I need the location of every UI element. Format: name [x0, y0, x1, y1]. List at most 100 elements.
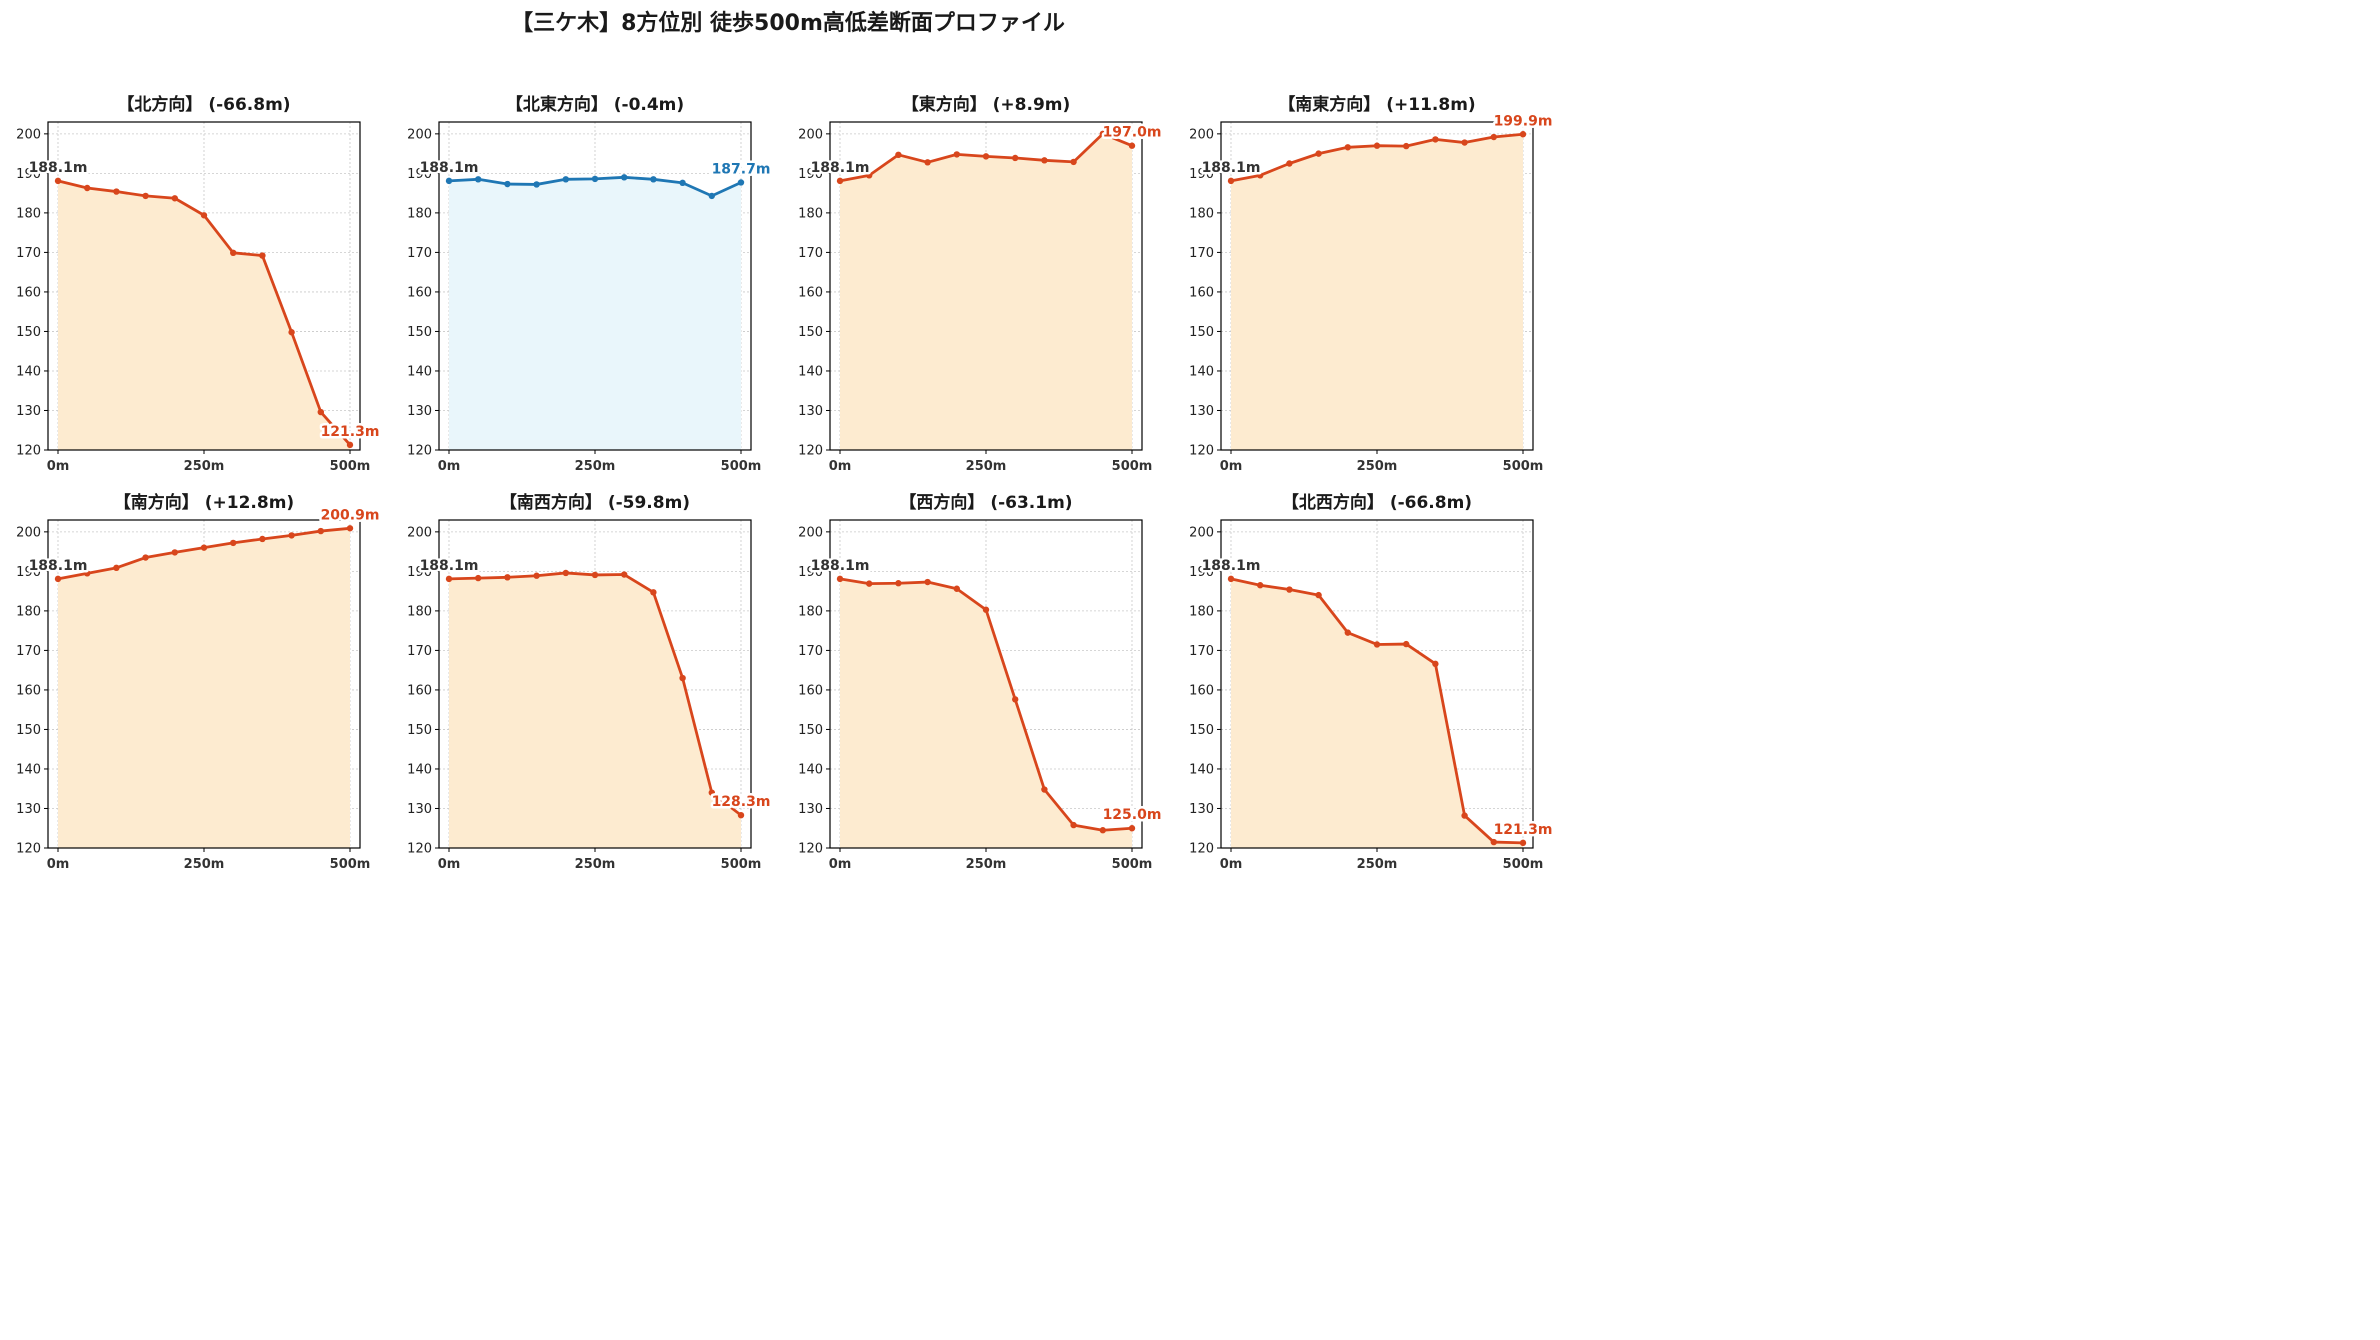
chart-panel: 【北東方向】 (-0.4m) 120 130 140 150 160 170 180 190 20…	[407, 94, 773, 474]
y-tick-label: 160	[407, 285, 432, 300]
panel-title: 【北東方向】 (-0.4m)	[506, 94, 684, 115]
x-tick-label: 500m	[1503, 459, 1544, 474]
y-tick-label: 160	[407, 683, 432, 698]
y-tick-label: 170	[407, 644, 432, 659]
data-point	[230, 539, 237, 547]
y-tick-label: 190	[16, 167, 41, 182]
data-point	[445, 177, 453, 185]
data-point	[737, 179, 745, 186]
area-fill	[1231, 134, 1523, 450]
data-point	[1012, 696, 1019, 703]
data-point	[1403, 640, 1410, 648]
x-tick-label: 250m	[575, 459, 616, 474]
data-point	[84, 184, 91, 192]
y-tick-label: 150	[16, 723, 41, 738]
start-value-label: 188.1m	[811, 160, 870, 176]
x-tick-label: 0m	[438, 857, 461, 872]
data-point	[982, 153, 990, 160]
x-tick-label: 500m	[1112, 459, 1153, 474]
data-point	[1490, 133, 1498, 141]
x-tick-label: 0m	[438, 459, 461, 474]
data-point	[562, 569, 569, 577]
data-point	[1227, 177, 1235, 185]
data-point	[533, 181, 540, 188]
y-tick-label: 200	[407, 525, 432, 540]
y-tick-label: 190	[798, 565, 823, 580]
chart-panel: 【南東方向】 (+11.8m) 120 130 140 150 160 170 180 190 2…	[1189, 94, 1555, 474]
end-value-label: 125.0m	[1103, 807, 1162, 823]
data-point	[230, 249, 237, 257]
data-point	[1099, 827, 1107, 834]
y-tick-label: 130	[1189, 404, 1214, 419]
x-tick-label: 500m	[1112, 857, 1153, 872]
y-tick-label: 170	[407, 246, 432, 261]
y-tick-label: 200	[407, 127, 432, 142]
data-point	[1432, 660, 1439, 668]
data-point	[953, 151, 960, 158]
data-point	[504, 574, 511, 581]
data-point	[84, 570, 91, 577]
start-value-label: 188.1m	[420, 558, 479, 574]
x-tick-label: 500m	[721, 459, 762, 474]
panel-title: 【東方向】 (+8.9m)	[902, 94, 1071, 115]
data-point	[1403, 142, 1410, 150]
y-tick-label: 140	[1189, 364, 1214, 379]
x-tick-label: 250m	[966, 459, 1007, 474]
area-fill	[840, 133, 1132, 451]
data-point	[171, 549, 178, 556]
data-point	[533, 572, 540, 579]
data-point	[924, 578, 931, 586]
y-tick-label: 160	[16, 285, 41, 300]
panel-title: 【南方向】 (+12.8m)	[114, 492, 294, 513]
x-tick-label: 0m	[47, 857, 70, 872]
area-fill	[840, 578, 1132, 848]
x-tick-label: 500m	[330, 857, 371, 872]
end-value-label: 199.9m	[1494, 113, 1553, 129]
area-fill	[449, 572, 741, 848]
data-point	[953, 585, 960, 592]
y-tick-label: 180	[407, 206, 432, 221]
data-point	[591, 175, 599, 183]
y-tick-label: 130	[16, 802, 41, 817]
area-fill	[58, 528, 350, 848]
y-tick-label: 140	[798, 762, 823, 777]
y-tick-label: 190	[407, 565, 432, 580]
data-point	[650, 589, 657, 596]
y-tick-label: 130	[407, 404, 432, 419]
data-point	[142, 554, 149, 561]
data-point	[288, 329, 295, 336]
y-tick-label: 130	[798, 802, 823, 817]
x-tick-label: 0m	[829, 857, 852, 872]
y-tick-label: 170	[16, 644, 41, 659]
data-point	[1519, 839, 1527, 847]
data-point	[259, 252, 266, 259]
x-tick-label: 0m	[1220, 459, 1243, 474]
data-point	[982, 606, 990, 613]
data-point	[259, 535, 266, 543]
y-tick-label: 190	[798, 167, 823, 182]
y-tick-label: 150	[16, 325, 41, 340]
y-tick-label: 160	[1189, 683, 1214, 698]
x-tick-label: 250m	[1357, 857, 1398, 872]
start-value-label: 188.1m	[1202, 160, 1261, 176]
x-tick-label: 250m	[184, 857, 225, 872]
x-tick-label: 0m	[47, 459, 70, 474]
panel-title: 【北方向】 (-66.8m)	[117, 94, 290, 115]
figure-title: 【三ケ木】8方位別 徒歩500m高低差断面プロファイル	[511, 10, 1065, 36]
y-tick-label: 190	[1189, 167, 1214, 182]
y-tick-label: 120	[1189, 444, 1214, 459]
data-point	[708, 789, 715, 796]
chart-panel: 【北方向】 (-66.8m) 120 130 140 150 160 170 180 190 20…	[16, 94, 382, 474]
data-point	[591, 571, 599, 579]
end-value-label: 128.3m	[712, 794, 771, 810]
start-value-label: 188.1m	[29, 558, 88, 574]
end-value-label: 197.0m	[1103, 125, 1162, 141]
data-point	[679, 674, 686, 682]
y-tick-label: 170	[1189, 644, 1214, 659]
start-value-label: 188.1m	[811, 558, 870, 574]
chart-panels: 【北方向】 (-66.8m) 120 130 140 150 160 170 180 190 20…	[16, 94, 1555, 872]
y-tick-label: 200	[798, 127, 823, 142]
data-point	[475, 176, 482, 183]
data-point	[1257, 582, 1264, 589]
y-tick-label: 150	[407, 325, 432, 340]
